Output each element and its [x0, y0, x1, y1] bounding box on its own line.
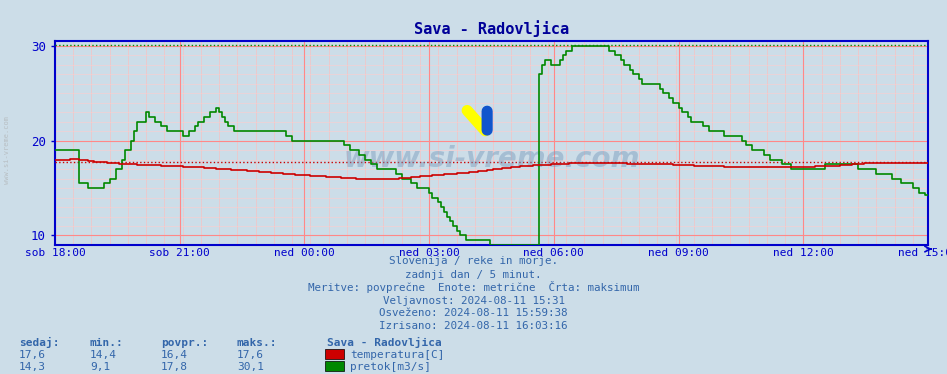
Text: www.si-vreme.com: www.si-vreme.com: [343, 145, 640, 174]
Text: pretok[m3/s]: pretok[m3/s]: [350, 362, 432, 372]
Text: min.:: min.:: [90, 338, 124, 348]
Text: Veljavnost: 2024-08-11 15:31: Veljavnost: 2024-08-11 15:31: [383, 296, 564, 306]
Text: 30,1: 30,1: [237, 362, 264, 372]
Text: povpr.:: povpr.:: [161, 338, 208, 348]
Text: 14,3: 14,3: [19, 362, 46, 372]
Text: maks.:: maks.:: [237, 338, 277, 348]
Text: www.si-vreme.com: www.si-vreme.com: [4, 116, 9, 184]
Text: 17,8: 17,8: [161, 362, 188, 372]
Text: Meritve: povprečne  Enote: metrične  Črta: maksimum: Meritve: povprečne Enote: metrične Črta:…: [308, 281, 639, 293]
Text: Sava - Radovljica: Sava - Radovljica: [327, 337, 441, 348]
Text: 17,6: 17,6: [237, 350, 264, 360]
Text: Osveženo: 2024-08-11 15:59:38: Osveženo: 2024-08-11 15:59:38: [379, 308, 568, 318]
Text: Slovenija / reke in morje.: Slovenija / reke in morje.: [389, 256, 558, 266]
Text: sedaj:: sedaj:: [19, 337, 60, 348]
Text: Izrisano: 2024-08-11 16:03:16: Izrisano: 2024-08-11 16:03:16: [379, 321, 568, 331]
Text: temperatura[C]: temperatura[C]: [350, 350, 445, 360]
Text: zadnji dan / 5 minut.: zadnji dan / 5 minut.: [405, 270, 542, 279]
Text: 17,6: 17,6: [19, 350, 46, 360]
Title: Sava - Radovljica: Sava - Radovljica: [414, 20, 569, 37]
Text: 16,4: 16,4: [161, 350, 188, 360]
Text: 9,1: 9,1: [90, 362, 110, 372]
Text: 14,4: 14,4: [90, 350, 117, 360]
